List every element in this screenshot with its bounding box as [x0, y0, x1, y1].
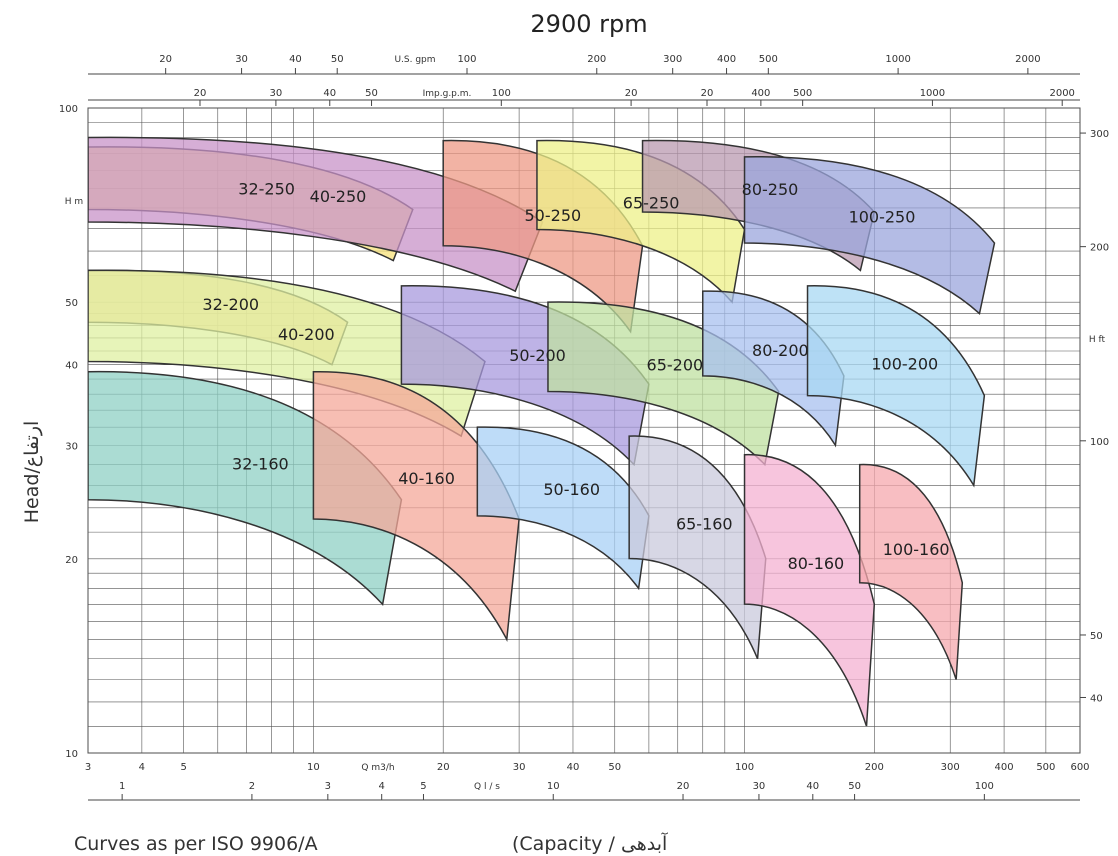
region-80-160 — [743, 453, 876, 727]
region-label-65-250: 65-250 — [623, 193, 680, 212]
x-tick-ls: 3 — [325, 781, 331, 792]
chart-title: 2900 rpm — [530, 10, 647, 38]
x-tick-usgpm: 50 — [331, 54, 344, 65]
y-tick-m: 50 — [65, 298, 78, 309]
x-tick-usgpm: 1000 — [885, 54, 910, 65]
region-label-50-200: 50-200 — [509, 346, 566, 365]
x-tick-usgpm: 20 — [159, 54, 172, 65]
x-tick-usgpm: 300 — [663, 54, 682, 65]
region-65-160 — [628, 435, 767, 660]
pump-curve-labels: 32-250 40-250 50-250 65-250 80-250 100-250 32-… — [202, 180, 949, 573]
x-tick-m3h: 300 — [941, 762, 960, 773]
region-label-40-250: 40-250 — [310, 187, 367, 206]
y-tick-m: 20 — [65, 555, 78, 566]
x-tick-m3h: 3 — [85, 762, 91, 773]
y-tick-m: 40 — [65, 361, 78, 372]
x-tick-impgpm: 40 — [323, 88, 336, 99]
x-tick-ls: 1 — [119, 781, 125, 792]
region-label-100-250: 100-250 — [849, 208, 916, 227]
x-tick-impgpm: 50 — [365, 88, 378, 99]
x-tick-m3h: 40 — [567, 762, 580, 773]
region-label-80-250: 80-250 — [742, 180, 799, 199]
region-label-80-200: 80-200 — [752, 341, 809, 360]
region-label-50-250: 50-250 — [525, 206, 582, 225]
x-tick-ls: 5 — [420, 781, 426, 792]
x-tick-m3h: 500 — [1036, 762, 1055, 773]
x-axis-top-secondary-label: Imp.g.p.m. — [423, 89, 472, 99]
pump-curve-regions — [88, 136, 996, 727]
region-100-200 — [806, 285, 986, 488]
y-tick-m: 30 — [65, 441, 78, 452]
x-tick-usgpm: 200 — [587, 54, 606, 65]
region-label-100-200: 100-200 — [871, 355, 938, 374]
x-tick-impgpm: 100 — [492, 88, 511, 99]
y-axis-right-unit: H ft — [1089, 335, 1106, 345]
region-label-32-200: 32-200 — [202, 295, 259, 314]
x-tick-m3h: 100 — [735, 762, 754, 773]
x-tick-impgpm: 1000 — [920, 88, 945, 99]
x-tick-m3h: 600 — [1070, 762, 1089, 773]
x-tick-m3h: 20 — [437, 762, 450, 773]
y-tick-ft: 300 — [1090, 129, 1109, 140]
x-tick-usgpm: 100 — [457, 54, 476, 65]
region-100-160 — [858, 463, 964, 680]
y-tick-m: 10 — [65, 749, 78, 760]
x-tick-ls: 50 — [848, 781, 861, 792]
x-tick-ls: 2 — [249, 781, 255, 792]
region-label-32-160: 32-160 — [232, 454, 289, 473]
x-tick-m3h: 5 — [180, 762, 186, 773]
x-tick-usgpm: 500 — [759, 54, 778, 65]
x-tick-impgpm: 30 — [270, 88, 283, 99]
region-label-40-200: 40-200 — [278, 325, 335, 344]
x-tick-ls: 40 — [806, 781, 819, 792]
x-tick-impgpm: 20 — [625, 88, 638, 99]
x-tick-impgpm: 2000 — [1049, 88, 1074, 99]
footer-capacity-label: (Capacity / آبدهی — [512, 831, 668, 855]
x-tick-usgpm: 40 — [289, 54, 302, 65]
y-tick-m: 100 — [59, 104, 78, 115]
x-tick-ls: 20 — [677, 781, 690, 792]
region-label-65-200: 65-200 — [647, 355, 704, 374]
region-label-100-160: 100-160 — [883, 540, 950, 559]
x-tick-impgpm: 20 — [701, 88, 714, 99]
y-tick-ft: 40 — [1090, 693, 1103, 704]
region-label-40-160: 40-160 — [398, 469, 455, 488]
x-tick-ls: 4 — [379, 781, 385, 792]
x-tick-m3h: 200 — [865, 762, 884, 773]
y-tick-ft: 200 — [1090, 243, 1109, 254]
region-label-80-160: 80-160 — [788, 554, 845, 573]
x-tick-impgpm: 20 — [194, 88, 207, 99]
x-tick-m3h: 50 — [608, 762, 621, 773]
y-tick-ft: 50 — [1090, 631, 1103, 642]
x-tick-impgpm: 500 — [793, 88, 812, 99]
x-tick-impgpm: 400 — [751, 88, 770, 99]
x-axis-top-label: U.S. gpm — [394, 55, 435, 65]
y-axis-left-unit: H m — [65, 197, 83, 207]
axes: 3 4 5 10 20 30 40 50 100 200 300 400 500 600 1 2 3 4 5 10 20… — [59, 54, 1109, 801]
region-label-65-160: 65-160 — [676, 515, 733, 534]
x-axis-bottom-secondary-label: Q l / s — [474, 782, 500, 792]
x-tick-usgpm: 30 — [235, 54, 248, 65]
x-tick-m3h: 10 — [307, 762, 320, 773]
x-tick-ls: 10 — [547, 781, 560, 792]
x-tick-m3h: 400 — [995, 762, 1014, 773]
x-axis-bottom-label: Q m3/h — [361, 763, 394, 773]
region-label-50-160: 50-160 — [543, 480, 600, 499]
x-tick-ls: 30 — [753, 781, 766, 792]
y-axis-label: Head/ارتفاع — [21, 421, 43, 524]
y-tick-ft: 100 — [1090, 437, 1109, 448]
x-tick-ls: 100 — [975, 781, 994, 792]
x-tick-usgpm: 400 — [717, 54, 736, 65]
region-100-250 — [743, 156, 996, 316]
x-tick-m3h: 4 — [139, 762, 145, 773]
region-label-32-250: 32-250 — [238, 180, 295, 199]
x-tick-m3h: 30 — [513, 762, 526, 773]
x-tick-usgpm: 2000 — [1015, 54, 1040, 65]
footer-iso-note: Curves as per ISO 9906/A — [74, 833, 318, 855]
